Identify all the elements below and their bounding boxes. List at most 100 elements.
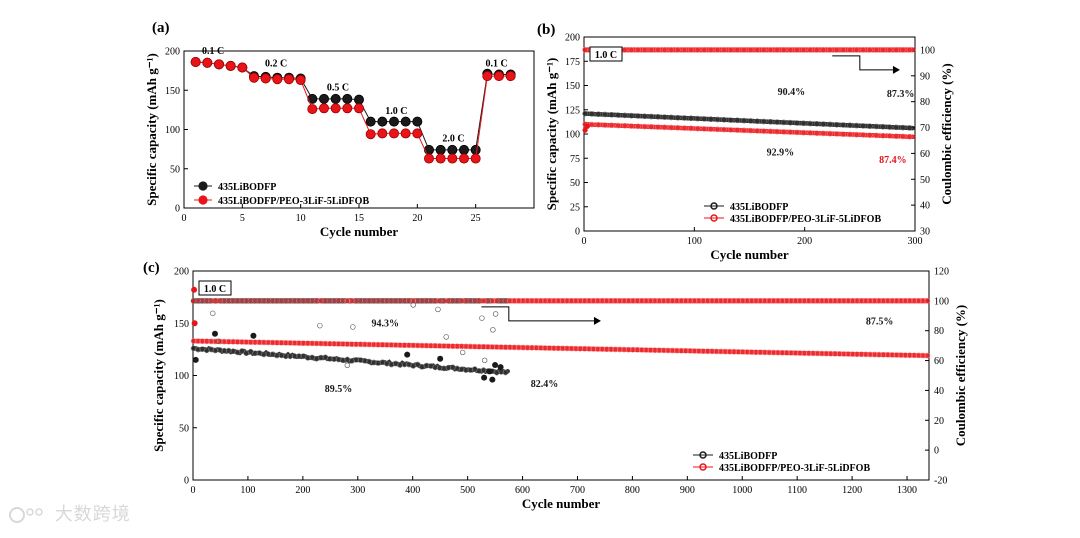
data-point bbox=[318, 354, 324, 361]
data-point bbox=[529, 344, 535, 351]
data-point bbox=[652, 298, 658, 304]
data-point bbox=[866, 47, 873, 53]
data-point bbox=[486, 368, 493, 375]
data-point bbox=[660, 298, 667, 304]
data-point bbox=[860, 47, 866, 53]
data-point bbox=[463, 343, 469, 350]
data-point bbox=[234, 339, 241, 345]
data-point bbox=[423, 153, 434, 164]
data-point bbox=[470, 144, 481, 155]
data-point bbox=[757, 298, 764, 304]
data-point bbox=[436, 343, 443, 349]
data-point bbox=[260, 73, 271, 84]
data-point bbox=[432, 342, 439, 349]
ce-point bbox=[443, 334, 449, 340]
data-point bbox=[847, 131, 853, 138]
data-point bbox=[458, 298, 465, 304]
legend-marker bbox=[699, 463, 707, 471]
data-point bbox=[652, 347, 658, 354]
ce-point bbox=[229, 298, 235, 304]
data-point bbox=[840, 47, 847, 53]
data-point bbox=[787, 119, 794, 126]
data-point bbox=[678, 347, 685, 354]
ce-arrow bbox=[832, 55, 893, 71]
y-tick-label: 150 bbox=[565, 81, 580, 92]
data-point bbox=[886, 133, 893, 139]
data-point bbox=[520, 298, 526, 304]
data-point bbox=[754, 47, 761, 53]
data-point bbox=[190, 345, 197, 352]
ce-point bbox=[490, 327, 496, 333]
data-point bbox=[714, 116, 721, 123]
data-point bbox=[291, 353, 298, 359]
data-point bbox=[886, 124, 893, 130]
data-point bbox=[211, 330, 218, 337]
data-point bbox=[753, 349, 759, 356]
data-point bbox=[744, 349, 751, 355]
data-point bbox=[721, 47, 727, 53]
data-point bbox=[714, 126, 721, 133]
data-point bbox=[282, 340, 289, 346]
data-point bbox=[441, 365, 447, 372]
data-point bbox=[794, 129, 800, 136]
data-point bbox=[691, 298, 698, 304]
data-point bbox=[873, 123, 880, 130]
data-point bbox=[410, 298, 417, 304]
data-point bbox=[437, 355, 444, 362]
y-tick-label: 100 bbox=[165, 125, 180, 136]
x-tick-label: 400 bbox=[405, 485, 420, 496]
data-point bbox=[810, 350, 816, 357]
data-point bbox=[296, 340, 302, 346]
data-point bbox=[582, 127, 588, 133]
y-tick-label: 200 bbox=[174, 267, 189, 278]
rate-box-label: 1.0 C bbox=[204, 284, 226, 295]
ce-point bbox=[358, 298, 364, 304]
data-point bbox=[616, 346, 623, 353]
data-point bbox=[401, 342, 408, 349]
ce-point bbox=[295, 298, 301, 304]
data-point bbox=[414, 342, 421, 349]
data-point bbox=[435, 144, 446, 155]
annotation: 87.4% bbox=[879, 155, 907, 166]
chart-panel-b: 0 100 200 300 0 25 50 75 100 125 150 175 200 30 40 50 60… bbox=[537, 22, 954, 262]
data-point bbox=[250, 332, 257, 339]
annotation: 94.3% bbox=[371, 318, 399, 329]
data-point bbox=[641, 47, 648, 53]
y-tick-label: 150 bbox=[174, 319, 189, 330]
data-point bbox=[269, 351, 276, 358]
data-point bbox=[819, 298, 825, 304]
ce-point bbox=[210, 310, 216, 317]
ce-point bbox=[451, 298, 458, 304]
data-point bbox=[217, 338, 223, 345]
data-point bbox=[404, 351, 411, 358]
data-point bbox=[213, 59, 224, 70]
data-point bbox=[551, 298, 557, 304]
data-point bbox=[841, 298, 847, 304]
data-point bbox=[296, 353, 302, 359]
data-point bbox=[739, 349, 746, 355]
data-point bbox=[827, 350, 834, 357]
ce-point bbox=[207, 298, 213, 304]
ce-arrow bbox=[481, 306, 594, 322]
data-point bbox=[833, 47, 840, 53]
data-point bbox=[377, 116, 388, 127]
data-point bbox=[612, 298, 619, 304]
data-point bbox=[291, 340, 298, 346]
data-point bbox=[511, 344, 518, 351]
data-point bbox=[722, 348, 729, 355]
y-tick-label: 75 bbox=[570, 154, 580, 165]
data-point bbox=[833, 131, 840, 137]
data-point bbox=[582, 110, 588, 117]
data-point bbox=[283, 74, 294, 85]
data-point bbox=[713, 298, 720, 304]
data-point bbox=[195, 338, 201, 344]
data-point bbox=[412, 116, 423, 127]
data-point bbox=[419, 342, 425, 349]
x-tick-label: 15 bbox=[354, 213, 364, 224]
ce-point bbox=[284, 298, 290, 304]
data-point bbox=[722, 298, 729, 304]
data-point bbox=[635, 123, 641, 130]
data-point bbox=[840, 122, 847, 128]
data-point bbox=[467, 343, 474, 350]
data-point bbox=[827, 47, 833, 53]
